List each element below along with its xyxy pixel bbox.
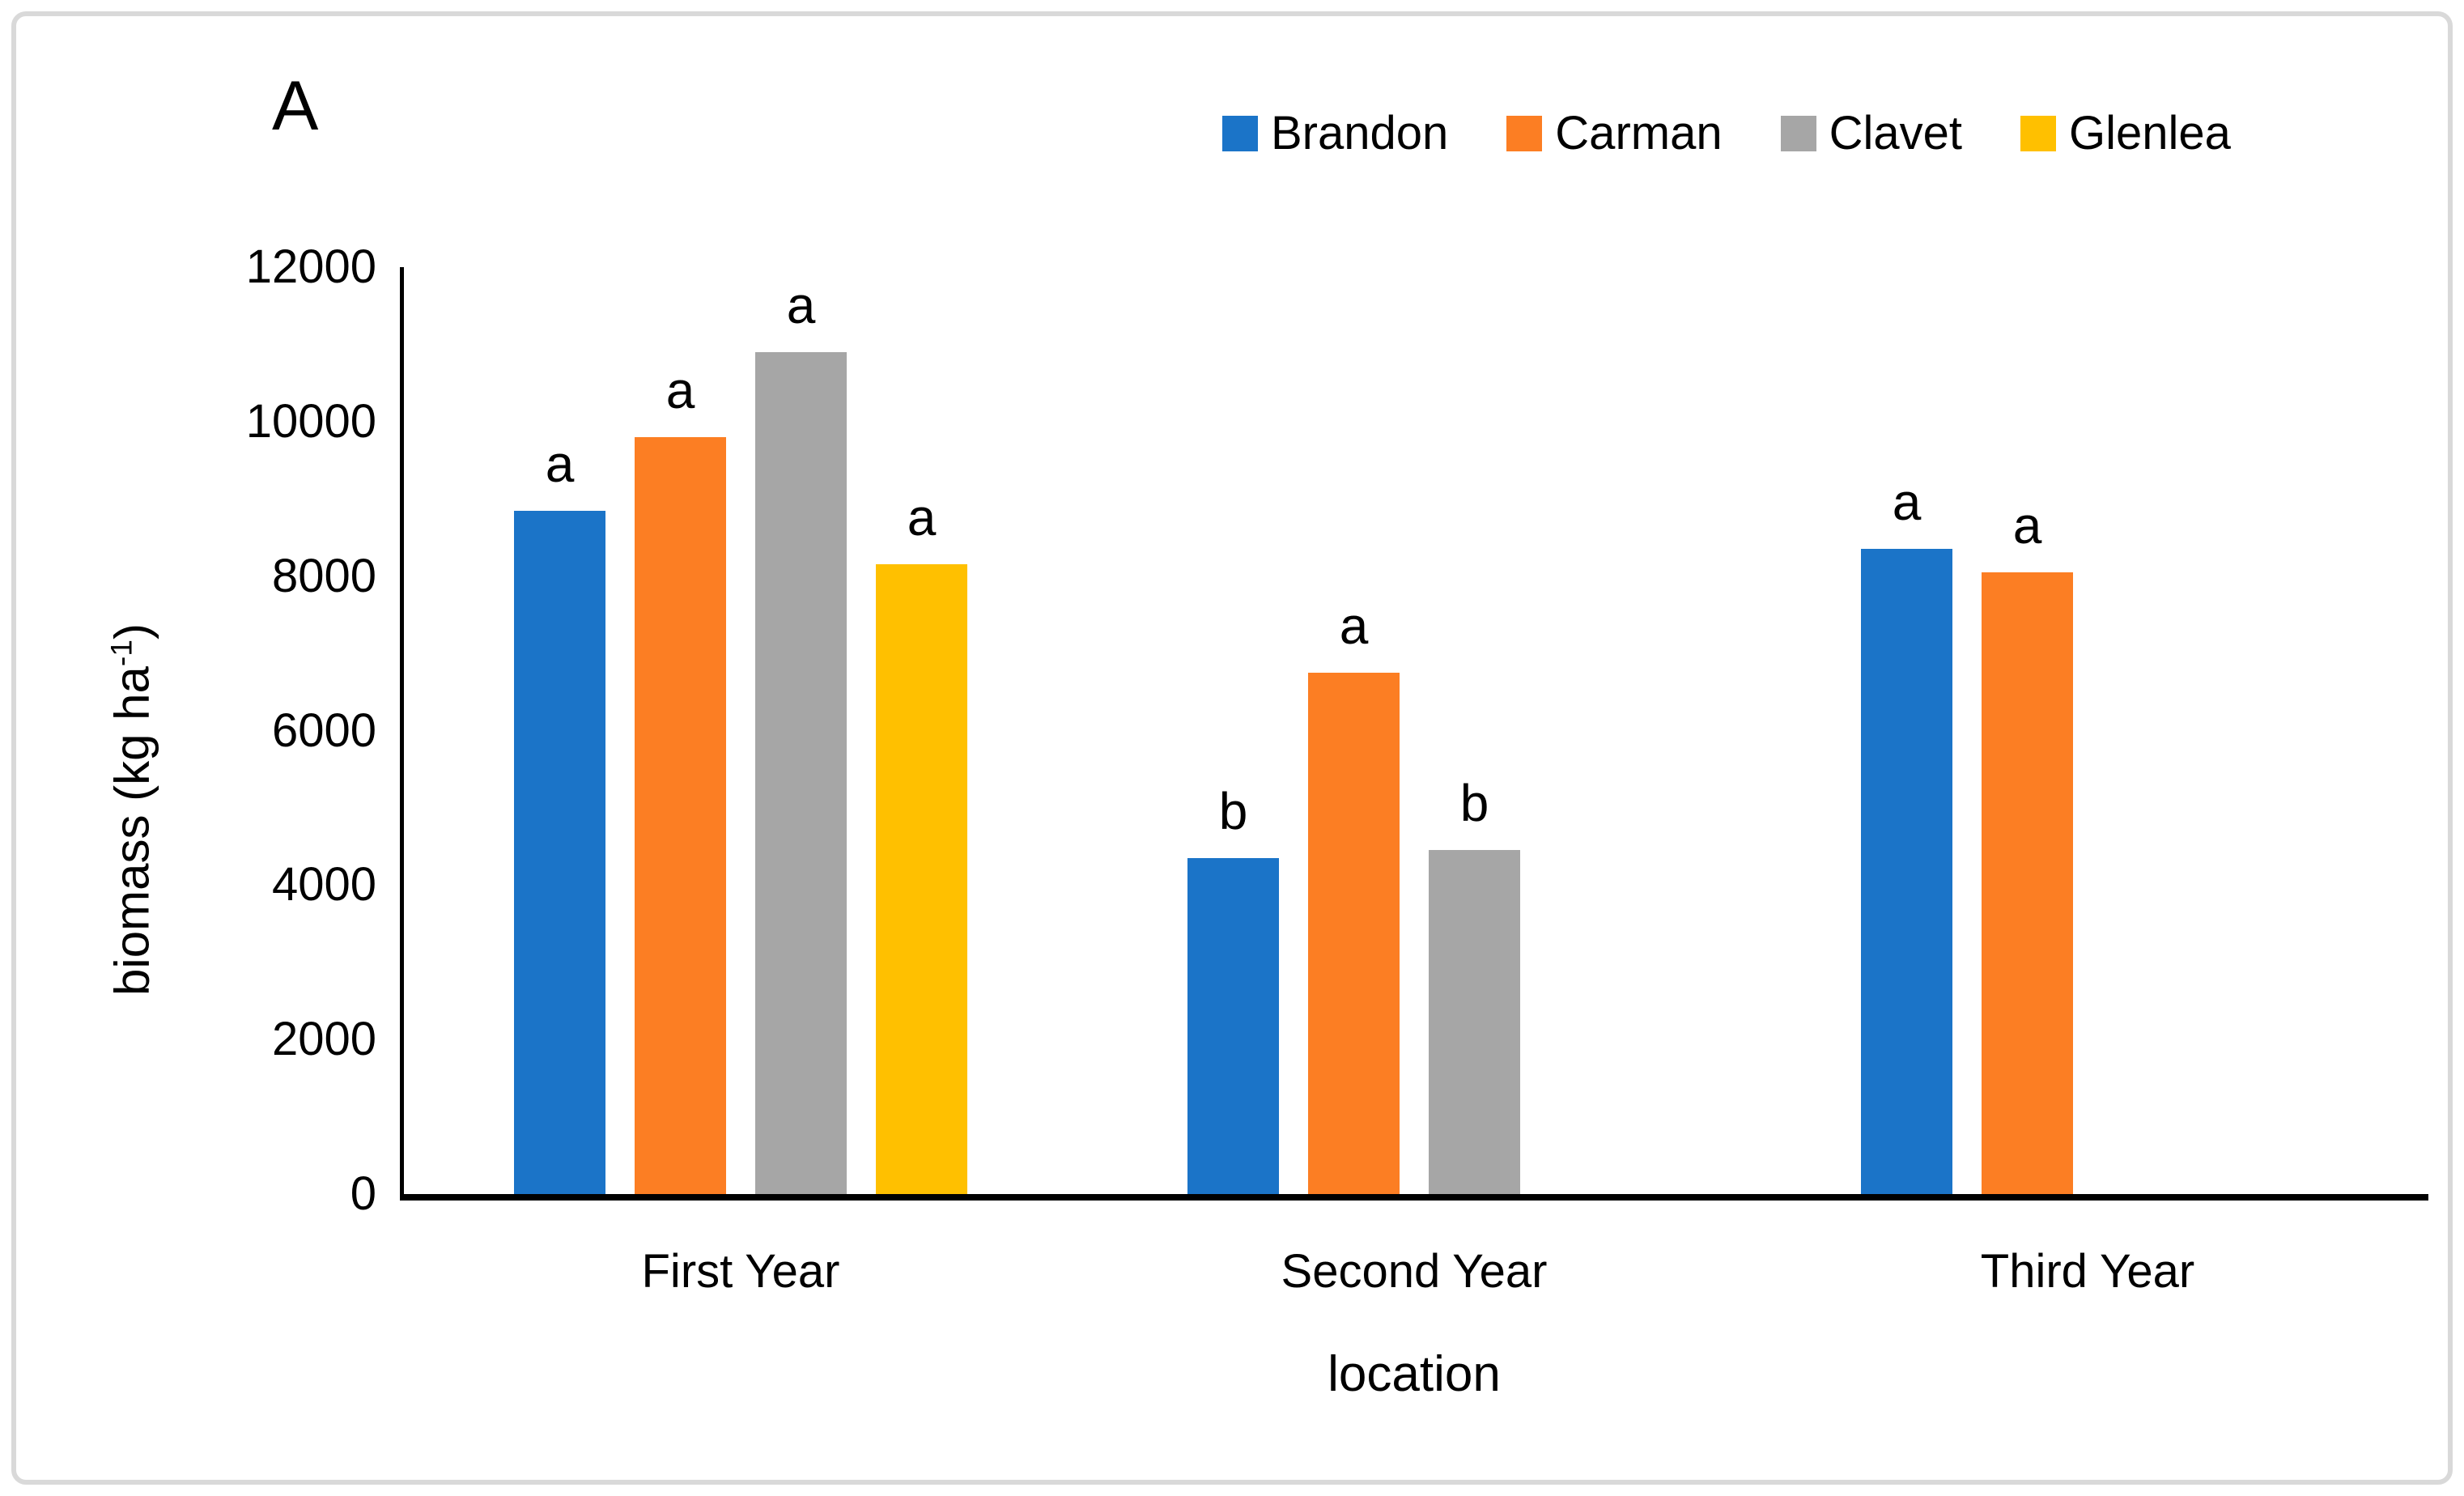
legend: Brandon Carman Clavet Glenlea: [1222, 110, 2231, 157]
legend-swatch-icon: [1506, 116, 1543, 151]
legend-entry-carman: Carman: [1506, 107, 1723, 159]
y-axis-line: [400, 267, 404, 1201]
bar-slot: a: [1308, 267, 1400, 1194]
legend-entry-glenlea: Glenlea: [2020, 110, 2231, 157]
significance-letter: a: [1339, 597, 1369, 655]
significance-letter: a: [2012, 496, 2042, 555]
x-axis-title: location: [1328, 1346, 1501, 1402]
bar-slot: a: [514, 267, 605, 1194]
bar-brandon-second-year: [1187, 858, 1279, 1194]
legend-label: Glenlea: [2069, 107, 2231, 159]
bar-slot: a: [1861, 267, 1952, 1194]
significance-letter: b: [1218, 782, 1248, 840]
bar-slot: b: [1187, 267, 1279, 1194]
x-axis-category-labels: First Year Second Year Third Year: [404, 1244, 2424, 1298]
legend-swatch-icon: [1780, 116, 1816, 151]
y-tick-label: 2000: [271, 1013, 376, 1066]
significance-letter: a: [545, 435, 575, 493]
bar-brandon-third-year: [1861, 549, 1952, 1194]
legend-swatch-icon: [1222, 116, 1258, 151]
bar-slot: b: [1429, 267, 1520, 1194]
category-label-first-year: First Year: [641, 1245, 840, 1298]
y-tick-label: 6000: [271, 703, 376, 757]
significance-letter: a: [665, 361, 695, 419]
panel-label: A: [272, 67, 319, 145]
bar-carman-third-year: [1982, 572, 2073, 1194]
bar-slot: a: [755, 267, 847, 1194]
legend-label: Brandon: [1271, 107, 1449, 159]
y-tick-label: 10000: [245, 394, 376, 448]
category-label-second-year: Second Year: [1281, 1245, 1548, 1298]
y-tick-label: 4000: [271, 858, 376, 912]
bar-slot: a: [1982, 267, 2073, 1194]
bar-glenlea-first-year: [876, 564, 967, 1194]
bar-clavet-first-year: [755, 352, 847, 1194]
x-axis-line: [400, 1194, 2428, 1201]
bar-group-second-year: b a b: [1077, 267, 1751, 1194]
legend-label: Carman: [1555, 107, 1723, 159]
bar-group-first-year: a a a a: [404, 267, 1077, 1194]
bar-carman-first-year: [635, 437, 726, 1194]
legend-entry-brandon: Brandon: [1222, 110, 1448, 157]
category-label-third-year: Third Year: [1980, 1245, 2195, 1298]
y-tick-label: 0: [350, 1167, 376, 1220]
legend-label: Clavet: [1829, 107, 1962, 159]
legend-entry-clavet: Clavet: [1780, 107, 1962, 159]
y-tick-label: 8000: [271, 549, 376, 602]
y-axis-tick-labels: 12000 10000 8000 6000 4000 2000 0: [0, 244, 376, 1218]
significance-letter: a: [1892, 473, 1922, 531]
bar-clavet-second-year: [1429, 850, 1520, 1194]
significance-letter: a: [786, 276, 816, 334]
legend-swatch-icon: [2020, 116, 2056, 151]
significance-letter: a: [907, 488, 937, 546]
significance-letter: b: [1459, 774, 1489, 832]
bar-brandon-first-year: [514, 511, 605, 1194]
bar-slot: a: [876, 267, 967, 1194]
bar-carman-second-year: [1308, 673, 1400, 1194]
bar-slot: a: [635, 267, 726, 1194]
y-tick-label: 12000: [245, 240, 376, 293]
